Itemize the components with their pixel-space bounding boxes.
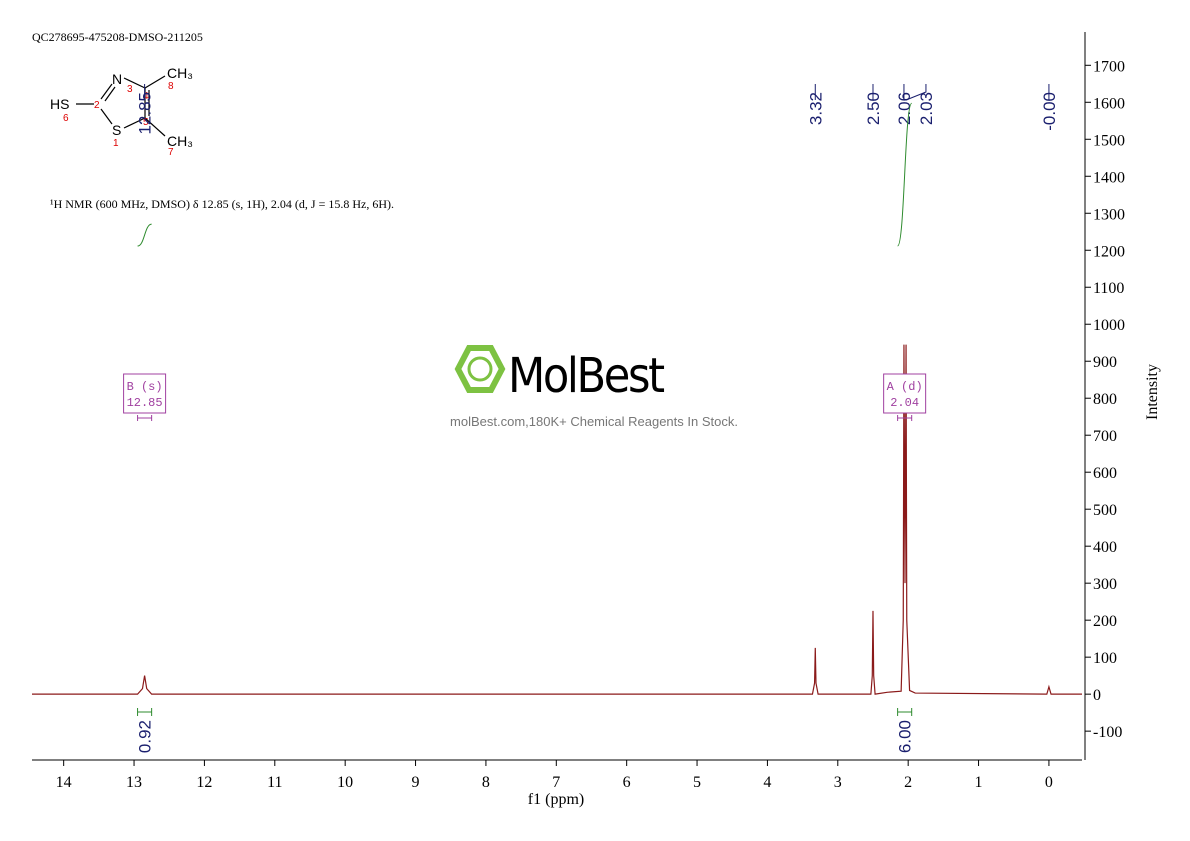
atom-number: 3 <box>127 84 133 95</box>
atom-number: 8 <box>168 81 174 92</box>
x-tick-label: 4 <box>763 774 771 791</box>
x-tick-label: 0 <box>1045 774 1053 791</box>
multiplet-name: B (s) <box>127 380 163 394</box>
integral-label: 6.00 <box>896 720 915 753</box>
peak-label: 2.06 <box>895 92 914 125</box>
y-tick-label: 1600 <box>1093 95 1125 112</box>
x-tick-label: 14 <box>56 774 72 791</box>
description: ¹H NMR (600 MHz, DMSO) δ 12.85 (s, 1H), … <box>50 197 394 211</box>
bond <box>100 83 113 100</box>
y-tick-label: 500 <box>1093 502 1117 519</box>
integral-bracket <box>897 708 913 716</box>
bond <box>100 108 113 125</box>
y-tick-label: 1100 <box>1093 280 1124 297</box>
x-tick-label: 8 <box>482 774 490 791</box>
y-tick-label: 1000 <box>1093 317 1125 334</box>
bond <box>144 117 166 137</box>
atom-number: 6 <box>63 113 69 124</box>
multiplet-box <box>123 373 167 414</box>
multiplet-bracket <box>137 415 153 421</box>
y-tick-label: 200 <box>1093 613 1117 630</box>
atom-number: 7 <box>168 147 174 158</box>
atom: CH₃ <box>167 65 193 81</box>
y-tick-label: 700 <box>1093 428 1117 445</box>
atom: S <box>112 122 121 138</box>
x-tick-label: 6 <box>623 774 631 791</box>
x-tick-label: 12 <box>196 774 212 791</box>
y-tick-label: 0 <box>1093 687 1101 704</box>
y-tick-label: 400 <box>1093 539 1117 556</box>
watermark-tagline: molBest.com,180K+ Chemical Reagents In S… <box>450 414 738 429</box>
multiplet-shift: 2.04 <box>890 396 919 410</box>
y-tick-label: 1700 <box>1093 58 1125 75</box>
x-tick-label: 7 <box>552 774 560 791</box>
multiplet-shift: 12.85 <box>127 396 163 410</box>
watermark-logo <box>454 345 506 393</box>
structure <box>76 75 166 137</box>
x-tick-label: 9 <box>412 774 420 791</box>
y-tick-label: 1400 <box>1093 169 1125 186</box>
peak-label: 2.50 <box>864 92 883 125</box>
integral-label: 0.92 <box>136 720 155 753</box>
logo-ring <box>467 356 493 382</box>
atom-number: 2 <box>94 100 100 111</box>
multiplet-name: A (d) <box>887 380 923 394</box>
integral-curve <box>137 223 152 247</box>
x-tick-label: 3 <box>834 774 842 791</box>
spectrum <box>32 344 1082 695</box>
atom-number: 4 <box>143 91 149 102</box>
y-tick-label: 900 <box>1093 354 1117 371</box>
x-tick-label: 1 <box>975 774 983 791</box>
y-tick-label: 600 <box>1093 465 1117 482</box>
chart-title: QC278695-475208-DMSO-211205 <box>32 30 203 44</box>
integral-curve <box>897 102 913 247</box>
y-tick-label: 1300 <box>1093 206 1125 223</box>
x-tick-label: 2 <box>904 774 912 791</box>
atom: CH₃ <box>167 133 193 149</box>
multiplet-bracket <box>897 415 913 421</box>
peak-leader <box>905 84 927 101</box>
x-tick-label: 11 <box>267 774 282 791</box>
y-axis-label: Intensity <box>1144 364 1161 420</box>
atom: HS <box>50 96 69 112</box>
y-tick-label: 100 <box>1093 650 1117 667</box>
peak-label: 12.85 <box>136 92 155 135</box>
atom: N <box>112 71 122 87</box>
multiplet-box <box>883 373 927 414</box>
bond <box>123 77 146 89</box>
y-tick-label: 1200 <box>1093 243 1125 260</box>
bond <box>123 117 146 129</box>
logo-hexagon <box>454 345 506 393</box>
peak-label: -0.00 <box>1040 92 1059 131</box>
y-tick-label: 800 <box>1093 391 1117 408</box>
y-tick-label: 1500 <box>1093 132 1125 149</box>
x-tick-label: 5 <box>693 774 701 791</box>
atom-number: 1 <box>113 138 119 149</box>
peak-label: 3.32 <box>806 92 825 125</box>
y-tick-label: 300 <box>1093 576 1117 593</box>
bond <box>104 86 116 102</box>
x-tick-label: 10 <box>337 774 353 791</box>
atom-number: 5 <box>143 117 149 128</box>
x-tick-label: 13 <box>126 774 142 791</box>
x-axis-label: f1 (ppm) <box>528 791 584 808</box>
bond <box>144 75 166 89</box>
watermark-brand: MolBest <box>508 348 664 404</box>
y-tick-label: -100 <box>1093 724 1122 741</box>
integral-bracket <box>137 708 153 716</box>
peak-label: 2.03 <box>917 92 936 125</box>
